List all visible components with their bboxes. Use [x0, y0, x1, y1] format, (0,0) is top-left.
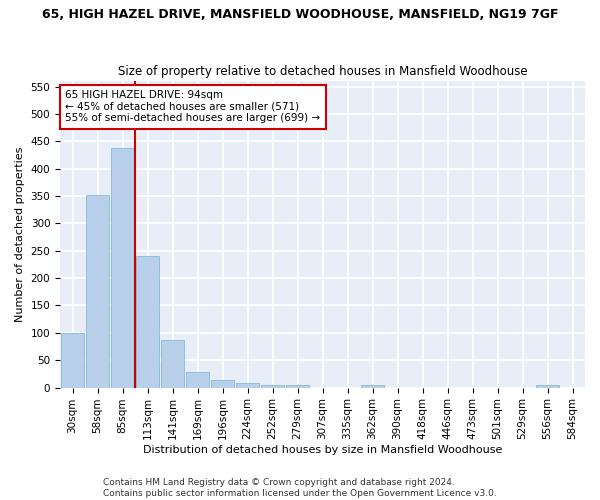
Bar — [161, 340, 184, 388]
Bar — [136, 256, 160, 388]
Y-axis label: Number of detached properties: Number of detached properties — [15, 146, 25, 322]
Text: 65, HIGH HAZEL DRIVE, MANSFIELD WOODHOUSE, MANSFIELD, NG19 7GF: 65, HIGH HAZEL DRIVE, MANSFIELD WOODHOUS… — [42, 8, 558, 20]
Bar — [260, 385, 284, 388]
Title: Size of property relative to detached houses in Mansfield Woodhouse: Size of property relative to detached ho… — [118, 66, 527, 78]
Bar — [286, 385, 310, 388]
Text: 65 HIGH HAZEL DRIVE: 94sqm
← 45% of detached houses are smaller (571)
55% of sem: 65 HIGH HAZEL DRIVE: 94sqm ← 45% of deta… — [65, 90, 320, 124]
Bar — [185, 372, 209, 388]
X-axis label: Distribution of detached houses by size in Mansfield Woodhouse: Distribution of detached houses by size … — [143, 445, 502, 455]
Bar — [536, 385, 559, 388]
Bar — [110, 148, 134, 388]
Text: Contains HM Land Registry data © Crown copyright and database right 2024.
Contai: Contains HM Land Registry data © Crown c… — [103, 478, 497, 498]
Bar — [211, 380, 235, 388]
Bar — [61, 333, 85, 388]
Bar — [236, 382, 259, 388]
Bar — [361, 385, 385, 388]
Bar — [86, 195, 109, 388]
